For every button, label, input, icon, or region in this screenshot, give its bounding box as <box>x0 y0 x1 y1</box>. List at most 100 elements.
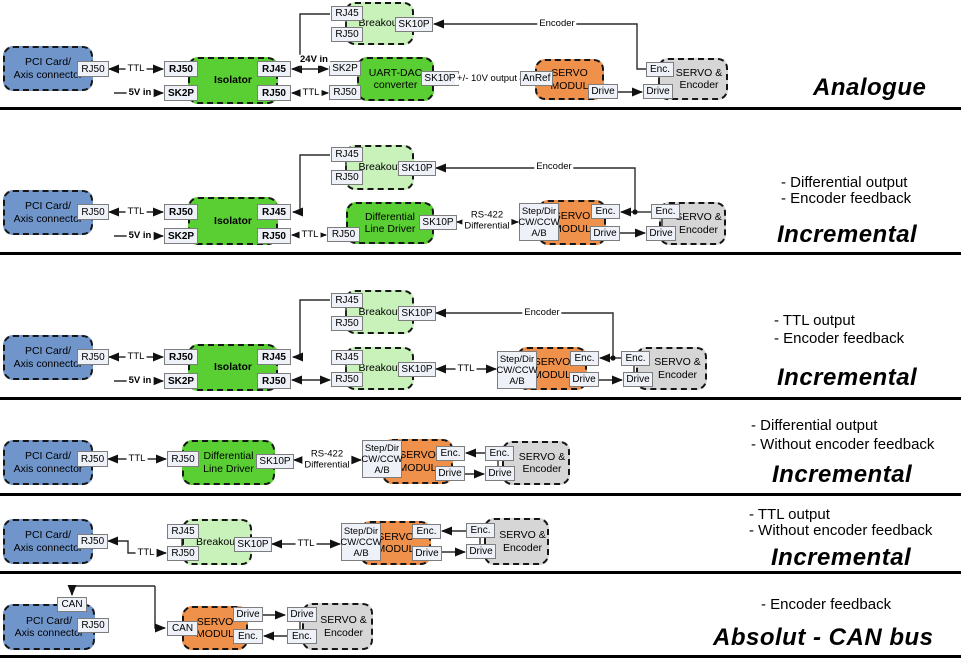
port-label: Step/Dir <box>343 525 379 537</box>
wire <box>154 586 167 633</box>
box-label: PCI Card/ <box>25 614 73 627</box>
pci-card-box: PCI Card/Axis connector <box>3 190 93 235</box>
port-label: SK2P <box>332 63 358 74</box>
step-dir-port: Step/Dir CW/CCW A/B <box>496 351 538 389</box>
port-label: RJ50 <box>169 351 193 363</box>
port-label: SK10P <box>237 539 269 550</box>
wire-label-line: TTL <box>127 205 145 217</box>
port-label: RJ50 <box>331 229 356 240</box>
step-dir-port: Step/Dir CW/CCW A/B <box>340 523 382 561</box>
port-label: RJ45 <box>262 351 286 363</box>
box-label: SERVO <box>399 449 436 461</box>
wire-label-line: Differential <box>304 459 350 470</box>
wire-label-line: TTL <box>301 228 319 240</box>
section-divider <box>0 107 961 110</box>
drive-port: Drive <box>466 544 496 559</box>
box-label: Encoder <box>679 79 719 91</box>
port-label: RJ50 <box>81 351 105 363</box>
wire-label: 5V in <box>126 375 154 387</box>
port-label: RJ50 <box>333 87 357 98</box>
wire-label: TTL <box>455 363 477 375</box>
rj50-port: RJ50 <box>164 61 198 77</box>
box-label: MODUL <box>553 222 591 235</box>
rj45-port: RJ45 <box>167 524 199 539</box>
sk10p-port: SK10P <box>419 215 457 230</box>
box-label: PCI Card/ <box>24 345 72 357</box>
box-label: SERVO & <box>320 614 367 626</box>
port-label: Drive <box>488 468 512 479</box>
rj50-port: RJ50 <box>331 170 363 185</box>
box-label: Breakout <box>195 535 239 548</box>
sk2p-port: SK2P <box>164 373 198 389</box>
sk10p-port: SK10P <box>234 537 272 552</box>
wire-label-line: 5V in <box>128 229 152 241</box>
port-label: Drive <box>469 546 493 557</box>
box-label: PCI Card/ <box>24 450 72 462</box>
feature-bullet: - Encoder feedback <box>761 596 892 613</box>
wire-label: Encoder <box>522 307 562 319</box>
box-label: Line Driver <box>364 223 416 235</box>
port-label: RJ50 <box>81 63 105 75</box>
section-title: Incremental <box>772 461 913 488</box>
port-label: CW/CCW <box>340 536 382 548</box>
rj45-port: RJ45 <box>257 204 291 220</box>
step-dir-port: Step/Dir CW/CCW A/B <box>518 203 560 241</box>
port-label: CW/CCW <box>496 364 538 376</box>
port-label: Enc. <box>649 64 670 75</box>
rj50-port: RJ50 <box>327 227 360 242</box>
feature-bullet: - TTL output <box>774 312 855 329</box>
wire <box>434 308 614 358</box>
box-label: Isolator <box>214 74 252 87</box>
drive-port: Drive <box>643 84 673 99</box>
port-label: RJ50 <box>80 536 105 547</box>
wire <box>432 19 646 70</box>
drive-port: Drive <box>435 466 465 481</box>
port-label: Enc. <box>237 631 258 642</box>
box-label: SERVO <box>553 210 591 222</box>
rj50-port: RJ50 <box>331 372 363 387</box>
port-label: RJ50 <box>262 230 286 242</box>
port-label: RJ45 <box>335 8 359 19</box>
rj50-port: RJ50 <box>257 228 291 244</box>
rj50-port: RJ50 <box>164 349 198 365</box>
section-divider <box>0 397 961 400</box>
box-label: Encoder <box>522 463 562 475</box>
port-label: Enc. <box>625 353 646 364</box>
box-label: Breakout <box>358 362 401 375</box>
box-label: Isolator <box>214 361 252 374</box>
port-label: RJ50 <box>335 29 359 40</box>
rj45-port: RJ45 <box>257 61 291 77</box>
sk10p-port: SK10P <box>421 71 459 86</box>
port-label: A/B <box>374 464 390 476</box>
wire-label: 5V in <box>126 229 154 242</box>
port-label: RJ50 <box>171 453 195 465</box>
rj50-port: RJ50 <box>77 534 108 549</box>
box-label: Breakout <box>358 17 401 30</box>
port-label: RJ45 <box>335 149 359 160</box>
anref-port: AnRef <box>520 71 553 86</box>
sk2p-port: SK2P <box>164 228 198 244</box>
drive-port: Drive <box>646 226 676 241</box>
port-label: RJ50 <box>81 206 105 218</box>
section-divider <box>0 493 961 496</box>
box-label: Encoder <box>657 368 698 381</box>
feature-bullet: - Differential output <box>781 174 908 191</box>
enc-port: Enc. <box>485 446 514 461</box>
port-label: SK10P <box>424 73 456 84</box>
section-title: Incremental <box>777 221 918 248</box>
sk2p-port: SK2P <box>329 61 361 76</box>
box-label: converter <box>373 79 418 91</box>
port-label: RJ50 <box>81 620 105 631</box>
wire-label-line: TTL <box>128 452 146 464</box>
port-label: SK10P <box>401 364 433 375</box>
port-label: Enc. <box>416 526 437 537</box>
box-label: SERVO & <box>654 356 701 368</box>
rj50-port: RJ50 <box>77 451 108 467</box>
enc-port: Enc. <box>570 351 599 366</box>
port-label: A/B <box>531 227 547 239</box>
drive-port: Drive <box>569 372 599 387</box>
feature-bullet: - TTL output <box>749 506 830 523</box>
section-title: Incremental <box>777 364 918 391</box>
wire-label-line: +/- 10V output <box>457 72 517 84</box>
